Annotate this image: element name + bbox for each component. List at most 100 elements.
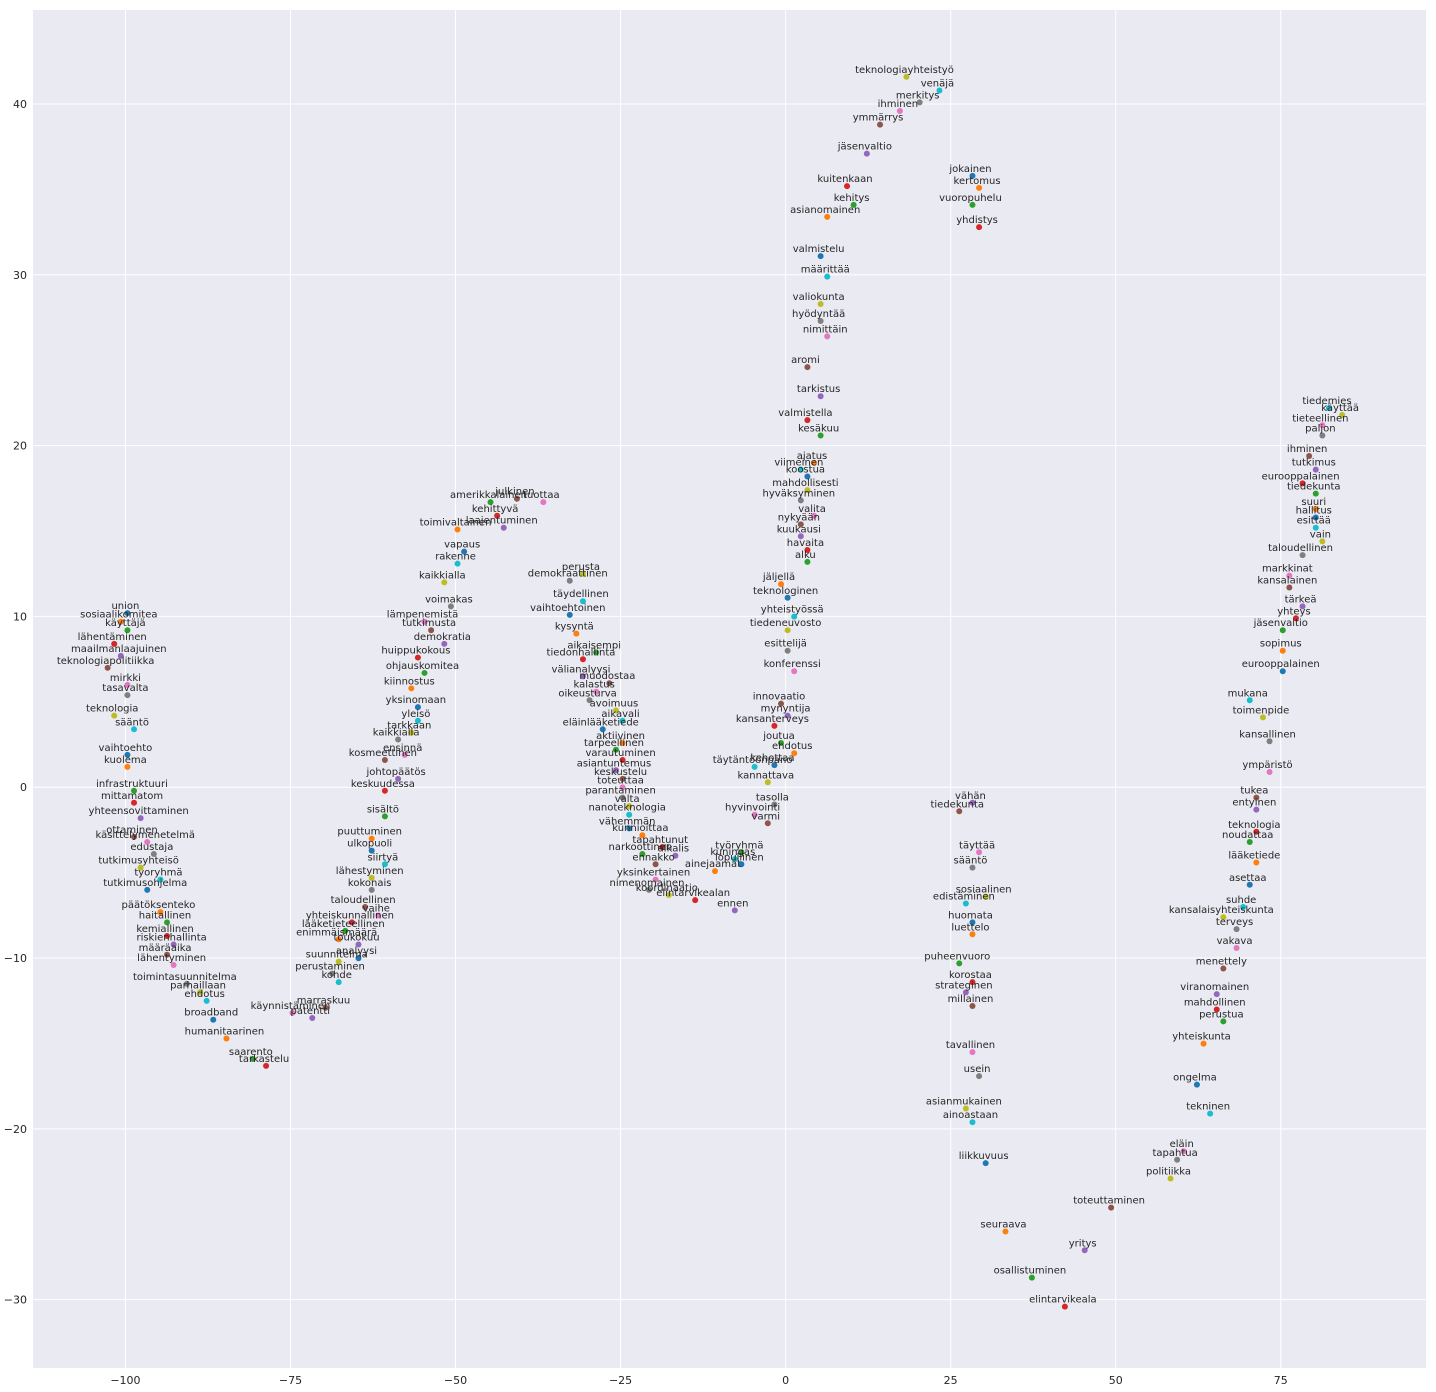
point-label: viranomainen (1180, 982, 1249, 993)
point-label: käynnistäminen (251, 1001, 331, 1012)
point-label: teknologiapolitiikka (57, 656, 155, 667)
point-label: riskienhallinta (136, 933, 206, 944)
data-point (850, 201, 857, 208)
data-point (1266, 769, 1273, 776)
data-point (606, 680, 613, 687)
point-label: sopimus (1260, 639, 1302, 650)
data-point (1312, 490, 1319, 497)
data-point (956, 960, 963, 967)
point-label: varautuminen (585, 748, 655, 759)
point-label: ongelma (1173, 1073, 1217, 1084)
point-label: humanitaarinen (185, 1026, 265, 1037)
data-point (1279, 668, 1286, 675)
point-label: tutkimus (1292, 458, 1336, 469)
data-point (500, 524, 507, 531)
point-label: kysyntä (555, 622, 594, 633)
data-point (731, 907, 738, 914)
point-label: kunnioittaa (612, 823, 668, 834)
point-label: tapahtunut (632, 835, 688, 846)
data-point (111, 712, 118, 719)
x-axis-ticks: −100 −75 −50 −25 0 25 50 75 (110, 1374, 1287, 1387)
point-label: hyväksyminen (763, 488, 836, 499)
point-label: tarpeellinen (584, 738, 644, 749)
data-point (791, 668, 798, 675)
data-point (131, 787, 138, 794)
x-tick-label: −75 (279, 1374, 302, 1387)
point-label: ehdotus (772, 741, 812, 752)
data-point (976, 849, 983, 856)
data-point (844, 183, 851, 190)
point-label: strateginen (935, 980, 992, 991)
y-tick-label: 40 (13, 98, 27, 111)
point-label: tiedemies (1302, 396, 1351, 407)
point-label: lämpenemistä (387, 610, 458, 621)
data-point (124, 763, 131, 770)
point-label: yhteistyössä (761, 605, 824, 616)
point-label: taloudellinen (331, 895, 396, 906)
point-label: haitallinen (139, 910, 191, 921)
data-point (969, 931, 976, 938)
point-label: ympäristö (1242, 760, 1292, 771)
data-point (804, 558, 811, 565)
point-label: ymmärrys (853, 113, 904, 124)
point-label: union (111, 601, 139, 612)
data-point (348, 919, 355, 926)
point-label: sääntö (954, 856, 988, 867)
data-point (593, 649, 600, 656)
point-label: rakenne (435, 552, 476, 563)
data-point (309, 1014, 316, 1021)
point-label: taloudellinen (1268, 543, 1333, 554)
point-label: alku (795, 550, 816, 561)
point-label: eläinlääketiede (563, 717, 639, 728)
data-point (1233, 926, 1240, 933)
data-point (368, 835, 375, 842)
point-label: ehdotus (184, 989, 224, 1000)
point-label: yleisö (401, 709, 430, 720)
point-label: eurooppalainen (1242, 659, 1320, 670)
data-point (969, 864, 976, 871)
point-label: käyttäjä (105, 618, 146, 629)
point-label: parantaminen (585, 786, 655, 797)
point-label: ottaminen (106, 825, 157, 836)
data-point (381, 787, 388, 794)
data-point (540, 499, 547, 506)
point-label: alkalis (658, 844, 689, 855)
point-label: kansalaisyhteiskunta (1169, 905, 1274, 916)
data-point (1108, 1204, 1115, 1211)
point-label: noudattaa (1222, 830, 1273, 841)
point-label: tuottaa (523, 490, 559, 501)
point-label: lähestyminen (336, 866, 404, 877)
data-point (751, 763, 758, 770)
point-label: konferenssi (764, 659, 821, 670)
point-label: määräaika (139, 943, 192, 954)
data-point (117, 618, 124, 625)
point-label: yhteiskunta (1172, 1032, 1231, 1043)
data-point (421, 669, 428, 676)
data-point (447, 603, 454, 610)
point-label: kesäkuu (798, 424, 839, 435)
data-point (804, 473, 811, 480)
data-point (626, 811, 633, 818)
plot-area (33, 10, 1426, 1368)
data-point (131, 726, 138, 733)
data-point (969, 1119, 976, 1126)
data-point (566, 577, 573, 584)
point-label: tarkastelu (239, 1054, 289, 1065)
data-point (976, 184, 983, 191)
data-point (1253, 859, 1260, 866)
point-label: ennen (717, 898, 748, 909)
point-label: vaihtoehtoinen (530, 603, 605, 614)
point-label: huippukokous (381, 646, 450, 657)
point-label: broadband (184, 1008, 238, 1019)
point-label: oikeusturva (558, 688, 616, 699)
point-label: määrittää (801, 265, 850, 276)
point-label: innovaatio (753, 692, 806, 703)
data-point (797, 521, 804, 528)
grid (33, 10, 1426, 1368)
data-point (289, 1009, 296, 1016)
point-label: tutkimusta (402, 618, 456, 629)
point-label: toimivaltainen (420, 517, 492, 528)
data-point (579, 598, 586, 605)
point-label: perusta (562, 562, 600, 573)
point-label: keskuudessa (351, 779, 415, 790)
